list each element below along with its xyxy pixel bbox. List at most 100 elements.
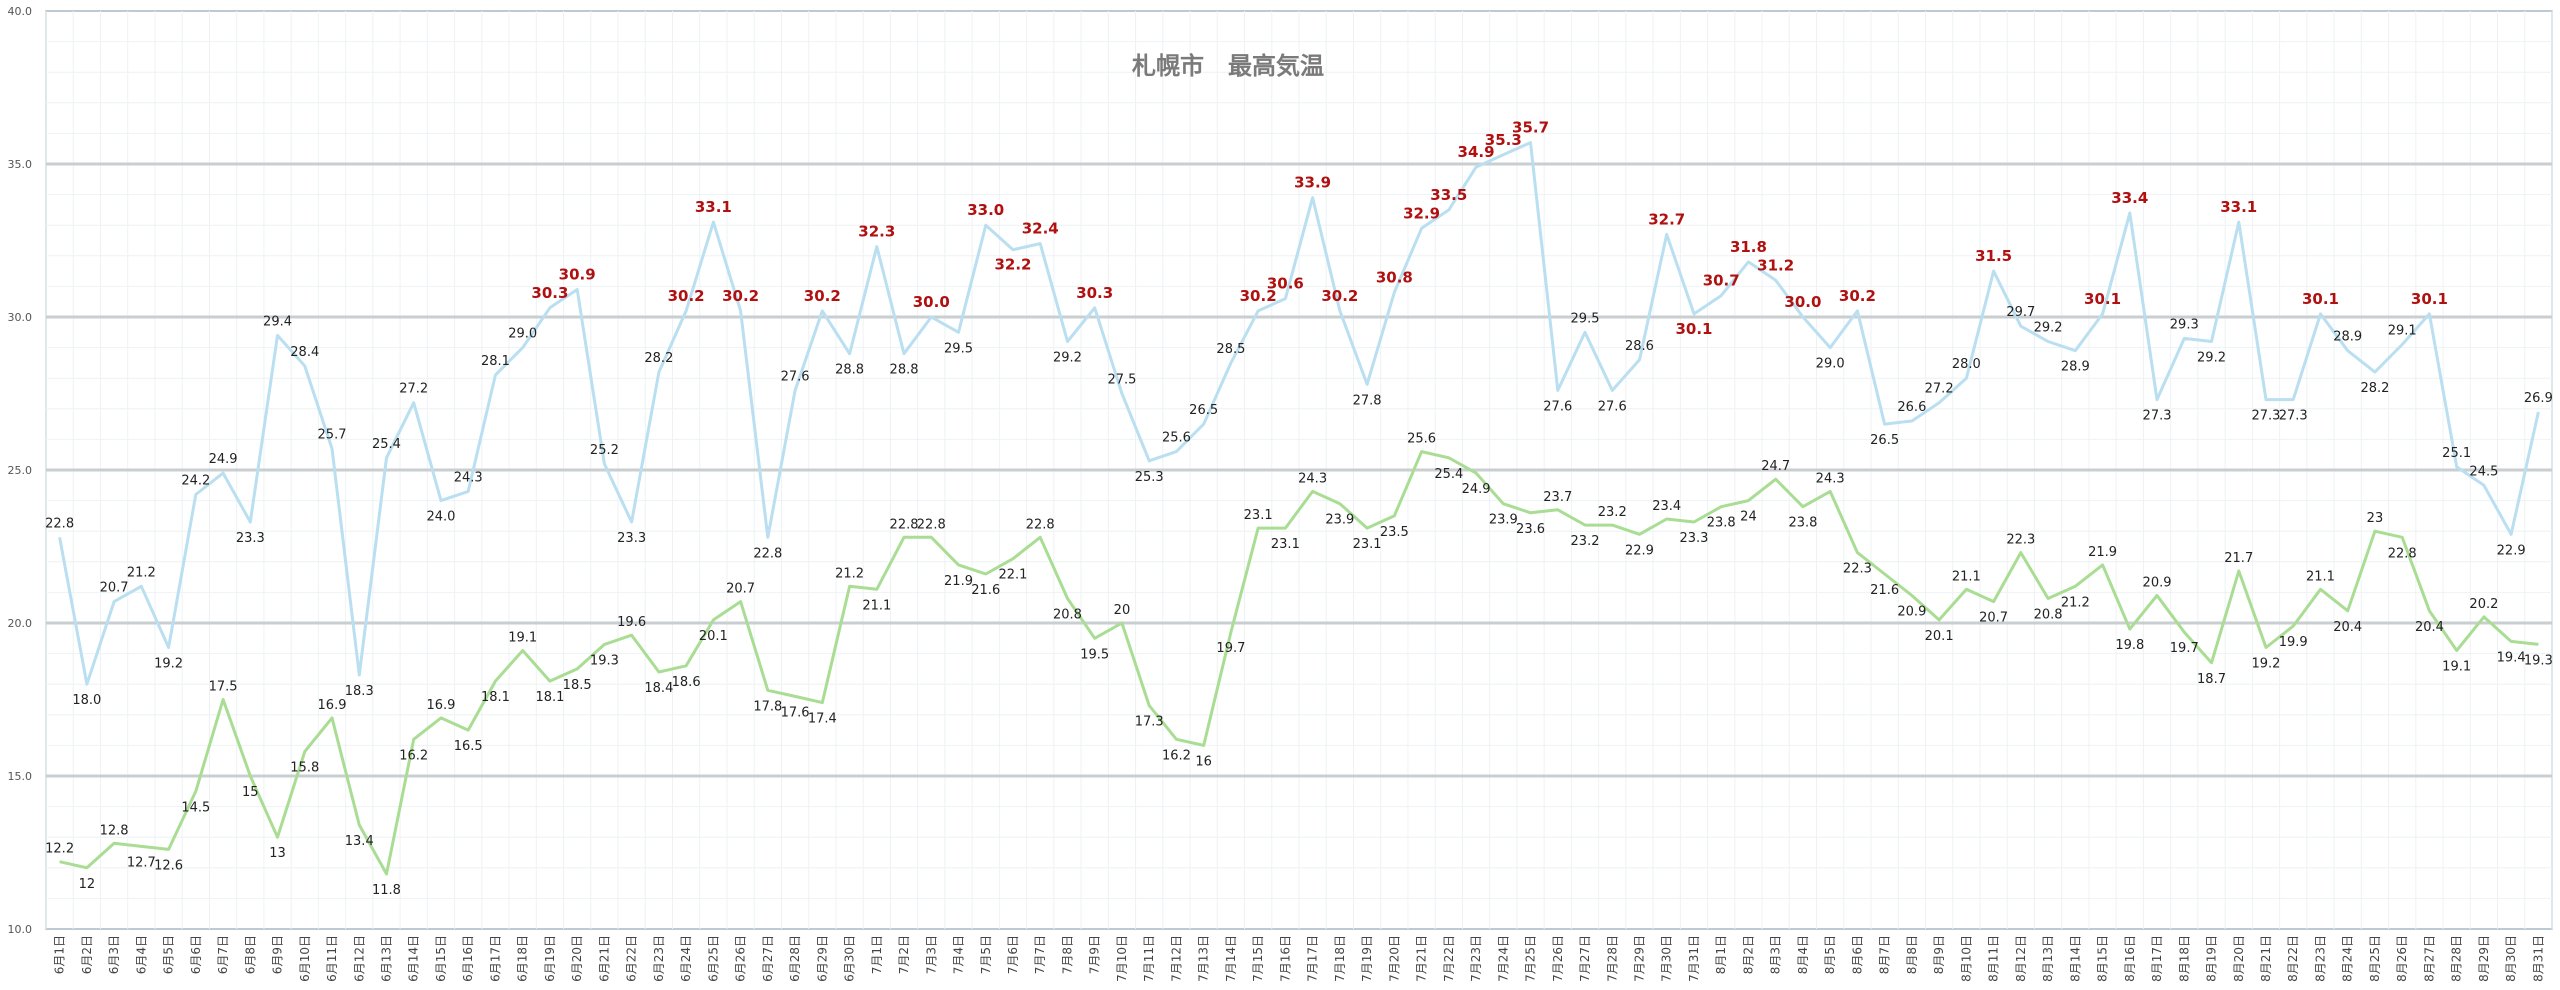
- x-tick-label: 8月25日: [2368, 935, 2382, 982]
- data-label-upper: 30.2: [804, 287, 841, 305]
- data-label-upper: 32.2: [994, 256, 1031, 274]
- data-label-upper: 22.8: [45, 516, 74, 531]
- series: [58, 141, 2540, 876]
- y-axis-ticks: 10.0 15.0 20.0 25.0 30.0 35.0 40.0: [8, 5, 33, 936]
- data-label-upper: 27.2: [1925, 382, 1954, 397]
- data-label-lower: 23.2: [1571, 534, 1600, 549]
- x-tick-label: 6月17日: [488, 935, 502, 982]
- data-label-upper: 24.3: [454, 470, 483, 485]
- data-label-upper: 33.1: [2220, 198, 2257, 216]
- x-tick-label: 8月17日: [2150, 935, 2164, 982]
- data-label-upper: 22.9: [2497, 543, 2526, 558]
- x-tick-label: 6月19日: [543, 935, 557, 982]
- x-tick-label: 8月1日: [1714, 935, 1728, 974]
- data-label-lower: 21.1: [862, 598, 891, 613]
- data-label-lower: 17.8: [753, 699, 782, 714]
- data-label-upper: 30.2: [1321, 287, 1358, 305]
- data-label-lower: 19.7: [1216, 641, 1245, 656]
- data-label-lower: 18.6: [672, 675, 701, 690]
- data-label-upper: 30.6: [1267, 275, 1304, 293]
- x-tick-label: 6月11日: [325, 935, 339, 982]
- data-label-upper: 30.3: [531, 284, 568, 302]
- data-label-upper: 30.2: [668, 287, 705, 305]
- data-label-upper: 29.2: [1053, 350, 1082, 365]
- data-label-upper: 30.2: [1839, 287, 1876, 305]
- x-tick-label: 7月2日: [897, 935, 911, 974]
- x-tick-label: 8月12日: [2014, 935, 2028, 982]
- data-label-upper: 24.5: [2469, 464, 2498, 479]
- x-tick-label: 6月15日: [434, 935, 448, 982]
- data-label-upper: 33.0: [967, 201, 1004, 219]
- data-label-upper: 29.2: [2197, 350, 2226, 365]
- x-tick-label: 8月26日: [2395, 935, 2409, 982]
- data-label-upper: 30.2: [1240, 287, 1277, 305]
- data-label-lower: 20.2: [2469, 597, 2498, 612]
- data-label-upper: 28.9: [2061, 360, 2090, 375]
- data-label-lower: 22.8: [890, 517, 919, 532]
- x-tick-label: 7月20日: [1387, 935, 1401, 982]
- x-tick-label: 8月21日: [2259, 935, 2273, 982]
- chart-title: 札幌市 最高気温: [1131, 52, 1324, 80]
- series-line-upper: [58, 141, 2540, 686]
- x-tick-label: 7月10日: [1115, 935, 1129, 982]
- data-label-lower: 24.3: [1816, 471, 1845, 486]
- x-tick-label: 6月6日: [189, 935, 203, 974]
- x-tick-label: 8月2日: [1741, 935, 1755, 974]
- data-label-upper: 27.2: [399, 382, 428, 397]
- x-tick-label: 7月3日: [924, 935, 938, 974]
- data-label-upper: 19.2: [154, 656, 183, 671]
- x-tick-label: 7月31日: [1687, 935, 1701, 982]
- x-tick-label: 8月9日: [1932, 935, 1946, 974]
- data-label-lower: 20.4: [2333, 620, 2362, 635]
- y-tick-label: 40.0: [8, 5, 33, 18]
- x-tick-label: 7月11日: [1142, 935, 1156, 982]
- data-label-upper: 30.0: [1784, 293, 1821, 311]
- data-label-upper: 22.8: [753, 546, 782, 561]
- data-label-upper: 21.2: [127, 565, 156, 580]
- data-label-upper: 24.9: [209, 452, 238, 467]
- data-label-lower: 23.8: [1788, 516, 1817, 531]
- data-label-lower: 18.7: [2197, 672, 2226, 687]
- data-label-lower: 17.3: [1135, 715, 1164, 730]
- y-tick-label: 30.0: [8, 311, 33, 324]
- data-label-upper: 28.5: [1216, 342, 1245, 357]
- data-label-lower: 21.7: [2224, 551, 2253, 566]
- data-label-upper: 28.6: [1625, 339, 1654, 354]
- x-tick-label: 6月20日: [570, 935, 584, 982]
- data-label-lower: 18.5: [563, 678, 592, 693]
- x-tick-label: 7月14日: [1224, 935, 1238, 982]
- data-label-lower: 24.3: [1298, 471, 1327, 486]
- x-tick-label: 7月30日: [1660, 935, 1674, 982]
- data-label-upper: 25.4: [372, 437, 401, 452]
- x-tick-label: 6月26日: [734, 935, 748, 982]
- data-label-lower: 21.1: [1952, 569, 1981, 584]
- data-label-lower: 23.3: [1679, 531, 1708, 546]
- data-label-lower: 25.6: [1407, 432, 1436, 447]
- x-tick-label: 6月27日: [761, 935, 775, 982]
- data-label-lower: 12.8: [100, 823, 129, 838]
- data-label-lower: 13: [269, 846, 286, 861]
- data-label-upper: 30.8: [1376, 269, 1413, 287]
- data-label-lower: 20.8: [1053, 608, 1082, 623]
- data-label-upper: 30.9: [559, 265, 596, 283]
- x-tick-label: 7月4日: [952, 935, 966, 974]
- data-label-lower: 19.8: [2115, 638, 2144, 653]
- data-label-upper: 28.2: [2360, 381, 2389, 396]
- x-axis-ticks: 6月1日 6月2日 6月3日 6月4日 6月5日 6月6日 6月7日 6月8日 6月9日 6月10…: [53, 935, 2546, 982]
- data-labels: 22.818.020.721.219.224.224.923.329.428.4…: [45, 119, 2553, 898]
- data-label-upper: 27.3: [2143, 409, 2172, 424]
- x-tick-label: 7月22日: [1442, 935, 1456, 982]
- x-tick-label: 7月6日: [1006, 935, 1020, 974]
- x-tick-label: 8月5日: [1823, 935, 1837, 974]
- x-tick-label: 8月31日: [2531, 935, 2545, 982]
- x-tick-label: 8月19日: [2205, 935, 2219, 982]
- data-label-lower: 21.9: [2088, 545, 2117, 560]
- data-label-lower: 19.3: [2524, 653, 2553, 668]
- data-label-lower: 22.3: [2006, 533, 2035, 548]
- data-label-lower: 23: [2367, 511, 2384, 526]
- data-label-lower: 23.5: [1380, 525, 1409, 540]
- data-label-lower: 18.1: [481, 690, 510, 705]
- x-tick-label: 6月16日: [461, 935, 475, 982]
- data-label-upper: 28.8: [835, 363, 864, 378]
